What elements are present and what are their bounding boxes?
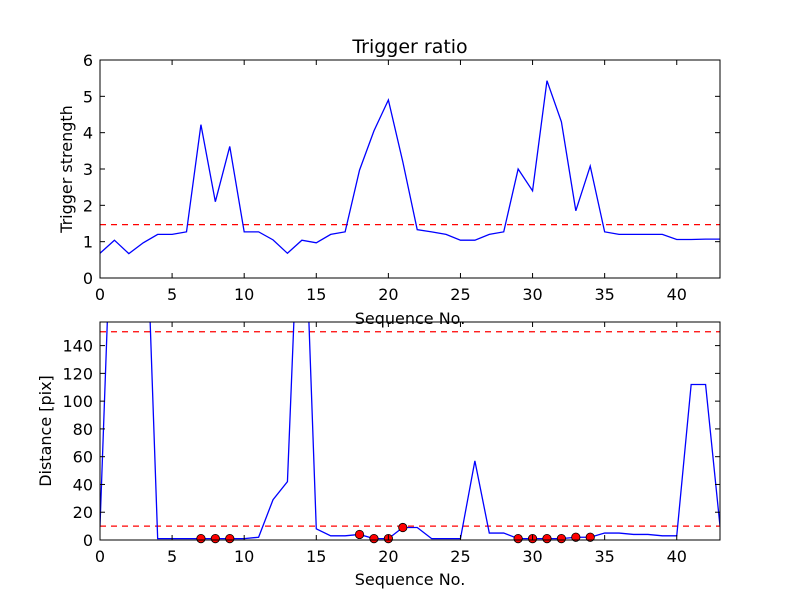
y-tick-label: 80 <box>73 420 93 439</box>
data-point-marker <box>225 534 235 544</box>
x-tick-label: 40 <box>667 547 687 566</box>
y-axis-label: Trigger strength <box>57 105 76 234</box>
x-tick-label: 5 <box>167 547 177 566</box>
x-tick-label: 25 <box>450 285 470 304</box>
x-tick-label: 15 <box>306 285 326 304</box>
data-point-marker <box>556 534 566 544</box>
plot-area <box>100 80 720 255</box>
y-tick-label: 2 <box>83 196 93 215</box>
y-tick-label: 20 <box>73 503 93 522</box>
distance-chart: Sequence No. Distance [pix] 0 5 10 15 20 25 30… <box>36 321 721 589</box>
data-point-marker <box>398 522 408 533</box>
x-tick-label: 5 <box>167 285 177 304</box>
data-point-marker <box>369 534 379 544</box>
trigger-ratio-chart: Trigger ratio Sequence No. Trigger stren… <box>57 36 721 328</box>
x-tick-label: 20 <box>378 285 398 304</box>
chart-title: Trigger ratio <box>351 36 467 58</box>
x-tick-label: 0 <box>95 285 105 304</box>
axes-frame <box>99 321 721 541</box>
y-tick-label: 40 <box>73 475 93 494</box>
data-point-marker <box>513 534 523 544</box>
y-tick-label: 0 <box>83 531 93 550</box>
y-tick-label: 5 <box>83 87 93 106</box>
x-tick-label: 15 <box>306 547 326 566</box>
y-tick-label: 3 <box>83 160 93 179</box>
x-tick-label: 35 <box>594 285 614 304</box>
data-point-marker <box>196 534 206 544</box>
y-tick-label: 6 <box>83 51 93 70</box>
x-tick-label: 40 <box>667 285 687 304</box>
x-tick-label: 30 <box>522 285 542 304</box>
x-tick-label: 0 <box>95 547 105 566</box>
y-tick-label: 60 <box>73 448 93 467</box>
x-tick-label: 35 <box>594 547 614 566</box>
x-tick-label: 20 <box>378 547 398 566</box>
x-tick-label: 10 <box>234 285 254 304</box>
y-tick-label: 1 <box>83 233 93 252</box>
data-point-marker <box>542 534 552 544</box>
x-axis-label: Sequence No. <box>355 309 466 328</box>
data-point-marker <box>210 534 220 544</box>
y-tick-label: 100 <box>62 392 93 411</box>
series-line <box>100 80 720 255</box>
x-tick-label: 30 <box>522 547 542 566</box>
data-point-marker <box>585 532 595 542</box>
data-point-marker <box>571 532 581 542</box>
y-axis-label: Distance [pix] <box>36 375 55 487</box>
x-axis-label: Sequence No. <box>355 570 466 589</box>
y-tick-label: 140 <box>62 337 93 356</box>
x-tick-label: 10 <box>234 547 254 566</box>
y-tick-label: 0 <box>83 269 93 288</box>
y-tick-label: 120 <box>62 364 93 383</box>
data-point-marker <box>354 529 365 540</box>
x-tick-label: 25 <box>450 547 470 566</box>
y-tick-label: 4 <box>83 124 93 143</box>
